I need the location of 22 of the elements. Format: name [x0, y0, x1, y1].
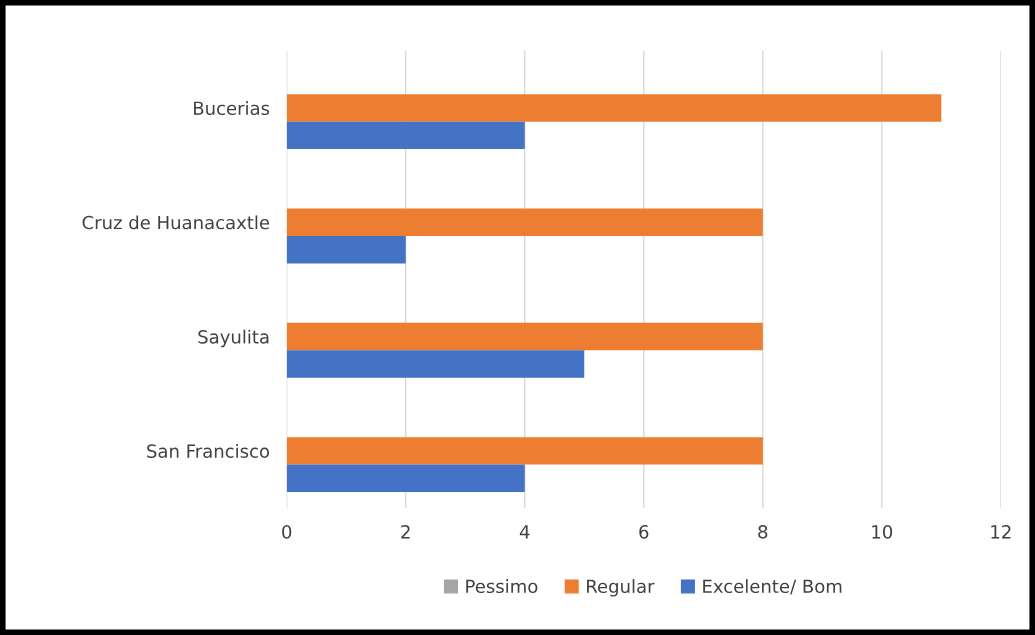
bar: [286, 322, 763, 351]
y-tick-label: Sayulita: [198, 329, 269, 348]
x-tick-label: 0: [282, 524, 292, 539]
bar: [286, 235, 406, 264]
x-tick-label: 4: [519, 525, 530, 539]
x-tick-label: 12: [991, 524, 1011, 539]
legend-label: Excelente/ Bom: [703, 579, 842, 595]
bar: [286, 464, 525, 492]
legend-label: Regular: [587, 579, 655, 597]
y-tick-label: Bucerias: [194, 101, 270, 116]
bar: [286, 121, 525, 150]
bar: [286, 208, 763, 236]
bar: [286, 350, 585, 378]
x-tick-label: 6: [639, 524, 649, 539]
x-tick-label: 8: [758, 524, 768, 539]
bar: [286, 94, 942, 122]
x-tick-label: 2: [401, 524, 410, 539]
legend-label: Pessimo: [466, 579, 538, 594]
bar: [286, 437, 763, 465]
x-tick-label: 10: [872, 524, 893, 539]
y-tick-label: Cruz de Huanacaxtle: [82, 215, 270, 230]
y-tick-label: San Francisco: [147, 443, 270, 458]
